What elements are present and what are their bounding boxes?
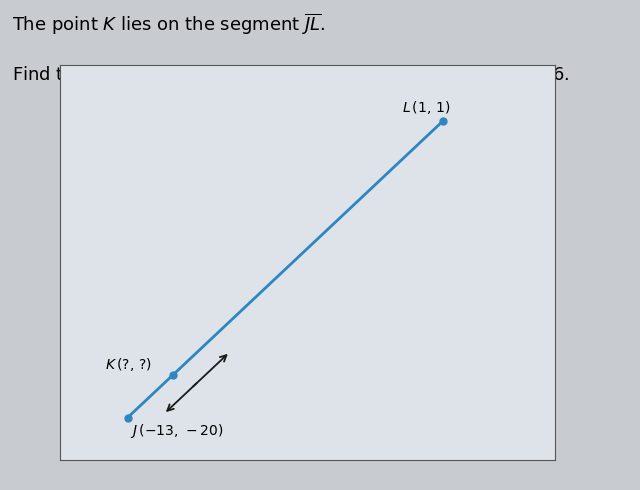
Text: $L\,(1,\,1)$: $L\,(1,\,1)$ xyxy=(402,99,451,116)
Text: Find the coordinates of $\mathit{K}$ so that the ratio of $\mathit{JK}$ to $\mat: Find the coordinates of $\mathit{K}$ so … xyxy=(12,64,569,86)
Text: $J\,(-13,\,-20)$: $J\,(-13,\,-20)$ xyxy=(130,422,223,440)
Text: The point $\mathit{K}$ lies on the segment $\overline{JL}$.: The point $\mathit{K}$ lies on the segme… xyxy=(12,12,325,37)
Text: $K\,(?,\,?)$: $K\,(?,\,?)$ xyxy=(105,356,152,372)
